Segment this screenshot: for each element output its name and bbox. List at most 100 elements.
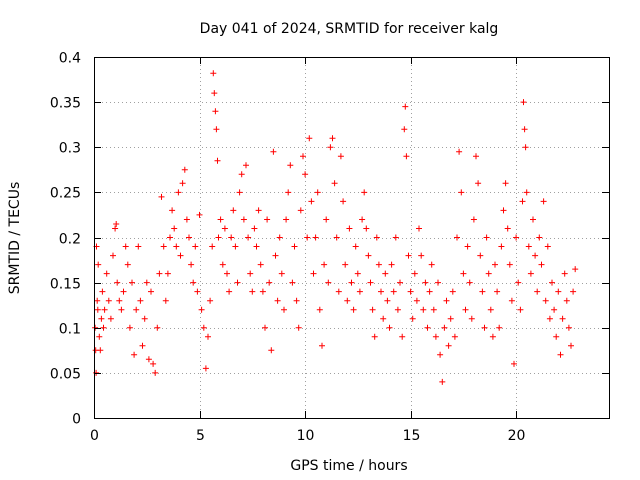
y-tick-label: 0.15 — [50, 277, 81, 293]
data-point — [337, 153, 344, 160]
data-point — [238, 171, 245, 178]
data-point — [164, 270, 171, 277]
data-point — [546, 315, 553, 322]
data-point — [489, 333, 496, 340]
y-tick-label: 0.25 — [50, 186, 81, 202]
data-point — [432, 333, 439, 340]
data-point — [112, 225, 119, 232]
data-point — [186, 234, 192, 241]
data-point — [97, 347, 104, 354]
y-tick-label: 0 — [72, 412, 81, 428]
data-point — [382, 270, 389, 277]
data-point — [160, 243, 167, 250]
data-point — [504, 225, 511, 232]
data-point — [344, 297, 351, 304]
data-point — [272, 252, 279, 259]
data-point — [462, 306, 469, 313]
data-point — [388, 261, 395, 268]
data-point — [348, 279, 355, 286]
data-point — [397, 279, 403, 286]
data-point — [544, 243, 551, 250]
data-point — [226, 288, 233, 295]
data-point — [293, 297, 300, 304]
data-point — [94, 297, 101, 304]
data-point — [274, 297, 281, 304]
data-point — [394, 306, 401, 313]
data-point — [212, 108, 219, 115]
data-point — [352, 243, 359, 250]
data-point — [354, 270, 361, 277]
x-tick-label: 15 — [403, 428, 421, 444]
data-point — [285, 189, 292, 196]
data-point — [135, 243, 142, 250]
data-point — [145, 356, 152, 363]
data-point — [173, 243, 180, 250]
data-point — [152, 369, 159, 376]
data-point — [356, 288, 363, 295]
data-point — [150, 360, 157, 367]
data-point — [213, 126, 220, 133]
data-point — [411, 270, 418, 277]
x-tick-label: 20 — [508, 428, 526, 444]
data-point — [196, 211, 203, 218]
data-point — [487, 306, 494, 313]
data-point — [464, 243, 471, 250]
data-point — [373, 234, 380, 241]
data-point — [572, 266, 579, 273]
data-point — [276, 234, 283, 241]
data-point — [485, 270, 492, 277]
data-point — [270, 148, 277, 155]
data-point — [114, 279, 121, 286]
data-point — [340, 198, 347, 205]
data-point — [98, 315, 105, 322]
data-point — [500, 207, 507, 214]
data-point — [283, 216, 290, 223]
data-point — [525, 243, 532, 250]
data-point — [418, 252, 425, 259]
data-point — [447, 315, 454, 322]
data-point — [214, 157, 221, 164]
data-point — [426, 288, 433, 295]
data-point — [137, 297, 144, 304]
data-point — [443, 297, 450, 304]
data-point — [401, 126, 408, 133]
data-point — [257, 261, 264, 268]
data-point — [498, 243, 505, 250]
data-point — [103, 270, 110, 277]
data-point — [333, 234, 340, 241]
data-point — [205, 333, 211, 340]
data-point — [538, 261, 545, 268]
data-point — [310, 270, 317, 277]
data-point — [384, 297, 391, 304]
data-point — [515, 279, 522, 286]
data-point — [120, 288, 127, 295]
data-point — [402, 103, 409, 110]
data-point — [179, 180, 186, 187]
data-point — [435, 279, 441, 286]
data-point — [428, 261, 435, 268]
data-point — [361, 189, 368, 196]
data-point — [430, 306, 437, 313]
data-point — [365, 252, 372, 259]
data-point — [232, 243, 239, 250]
data-point — [534, 288, 541, 295]
data-point — [94, 306, 101, 313]
data-point — [139, 342, 146, 349]
data-point — [156, 270, 163, 277]
data-point — [202, 365, 209, 372]
data-point — [169, 207, 176, 214]
data-point — [407, 288, 414, 295]
data-point — [249, 288, 256, 295]
data-point — [468, 315, 475, 322]
data-point — [502, 180, 509, 187]
data-point — [95, 261, 102, 268]
data-point — [477, 252, 484, 259]
data-point — [295, 324, 302, 331]
data-point — [375, 261, 382, 268]
data-point — [555, 288, 562, 295]
data-point — [473, 153, 479, 160]
data-point — [240, 216, 247, 223]
data-point — [92, 324, 99, 331]
data-point — [158, 193, 165, 200]
